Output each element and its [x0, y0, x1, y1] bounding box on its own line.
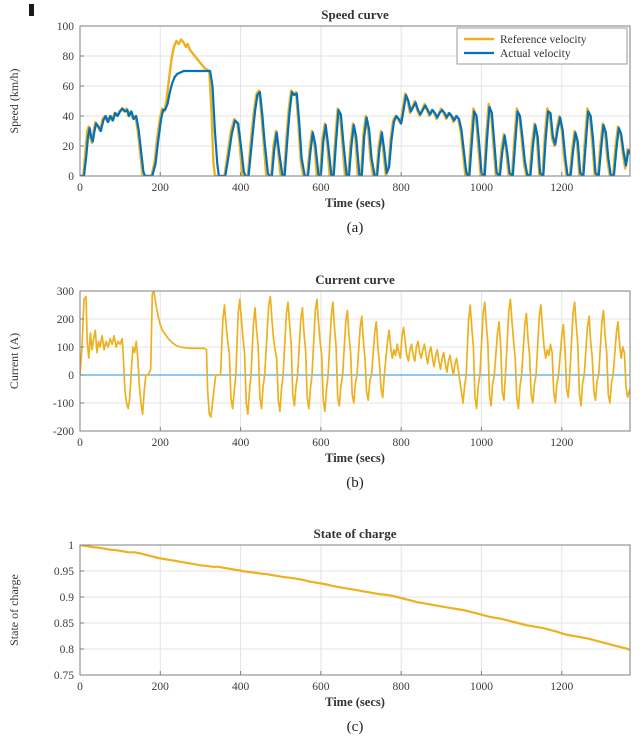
caption-b: (b) — [346, 474, 364, 491]
svg-text:1200: 1200 — [550, 437, 573, 449]
svg-text:300: 300 — [57, 286, 75, 298]
svg-text:Speed (km/h): Speed (km/h) — [7, 69, 21, 134]
svg-text:-100: -100 — [53, 398, 74, 410]
state-of-charge-chart: 0 200 400 600 800 1000 1200 0.75 0.8 0.85 0.9 0.95 1… — [7, 526, 631, 709]
svg-text:Time (secs): Time (secs) — [325, 451, 385, 465]
svg-text:0.75: 0.75 — [54, 670, 74, 682]
svg-text:Current (A): Current (A) — [7, 332, 21, 388]
svg-text:100: 100 — [57, 342, 75, 354]
svg-text:200: 200 — [152, 182, 170, 194]
speed-curve-chart: 0 200 400 600 800 1000 1200 0 20 40 60 80 100 Speed c… — [7, 7, 631, 210]
svg-text:Speed curve: Speed curve — [321, 7, 389, 22]
svg-text:Time (secs): Time (secs) — [325, 695, 385, 709]
svg-text:1000: 1000 — [470, 437, 493, 449]
svg-text:-200: -200 — [53, 426, 74, 438]
state-of-charge-figure: 0 200 400 600 800 1000 1200 0.75 0.8 0.85 0.9 0.95 1… — [0, 525, 644, 736]
caption-a: (a) — [346, 220, 364, 236]
svg-text:80: 80 — [63, 51, 75, 63]
svg-text:200: 200 — [152, 681, 170, 693]
svg-text:1200: 1200 — [550, 182, 573, 194]
svg-text:800: 800 — [393, 681, 411, 693]
speed-curve-figure: 0 200 400 600 800 1000 1200 0 20 40 60 80 100 Speed c… — [0, 0, 644, 237]
svg-text:40: 40 — [63, 111, 75, 123]
svg-text:Reference velocity: Reference velocity — [500, 34, 587, 46]
svg-text:400: 400 — [232, 182, 250, 194]
svg-text:800: 800 — [393, 437, 411, 449]
svg-text:0: 0 — [68, 171, 74, 183]
current-curve-chart: 0 200 400 600 800 1000 1200 -200 -100 0 100 200 300 C… — [7, 272, 631, 465]
svg-text:Actual velocity: Actual velocity — [500, 48, 571, 60]
svg-text:0: 0 — [68, 370, 74, 382]
svg-text:State of charge: State of charge — [313, 526, 396, 541]
svg-text:200: 200 — [152, 437, 170, 449]
svg-text:1: 1 — [68, 540, 74, 552]
svg-text:400: 400 — [232, 681, 250, 693]
svg-text:0: 0 — [77, 437, 83, 449]
svg-text:1200: 1200 — [550, 681, 573, 693]
svg-text:1000: 1000 — [470, 681, 493, 693]
svg-text:0: 0 — [77, 681, 83, 693]
svg-text:Current curve: Current curve — [315, 272, 395, 287]
svg-text:200: 200 — [57, 314, 75, 326]
svg-text:20: 20 — [63, 141, 75, 153]
svg-text:0: 0 — [77, 182, 83, 194]
svg-text:Time (secs): Time (secs) — [325, 196, 385, 210]
svg-text:100: 100 — [57, 21, 75, 33]
svg-text:600: 600 — [312, 681, 330, 693]
svg-text:60: 60 — [63, 81, 75, 93]
svg-text:0.9: 0.9 — [60, 592, 75, 604]
svg-text:400: 400 — [232, 437, 250, 449]
caption-c: (c) — [346, 719, 364, 735]
svg-text:State of charge: State of charge — [7, 574, 21, 646]
svg-text:600: 600 — [312, 437, 330, 449]
svg-text:0.95: 0.95 — [54, 566, 74, 578]
svg-text:800: 800 — [393, 182, 411, 194]
svg-text:0.8: 0.8 — [60, 644, 75, 656]
cursor-artifact — [29, 4, 34, 16]
current-curve-figure: 0 200 400 600 800 1000 1200 -200 -100 0 100 200 300 C… — [0, 271, 644, 492]
svg-text:1000: 1000 — [470, 182, 493, 194]
svg-text:0.85: 0.85 — [54, 618, 74, 630]
svg-text:600: 600 — [312, 182, 330, 194]
